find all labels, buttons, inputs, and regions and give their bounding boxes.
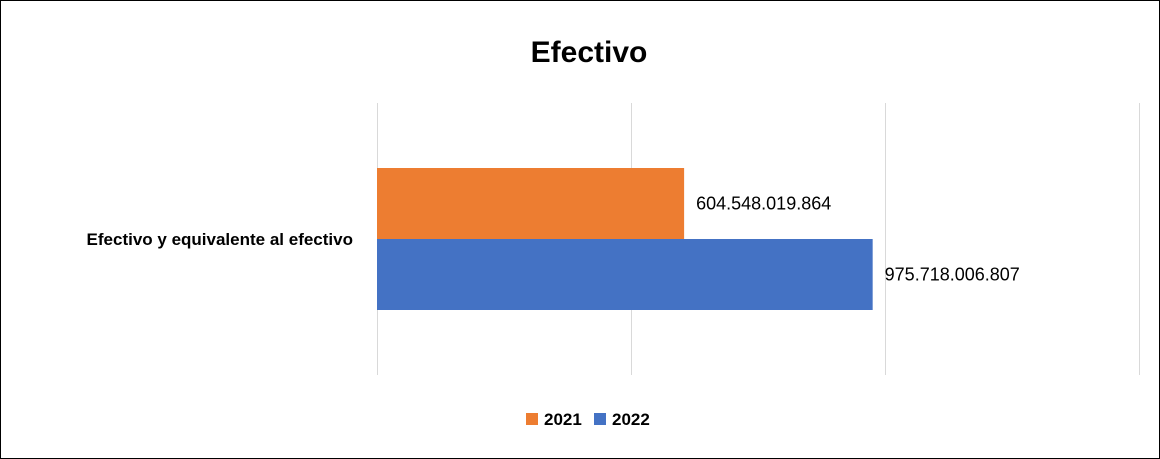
data-label-2022: 975.718.006.807 [885, 265, 1020, 285]
category-labels: Efectivo y equivalente al efectivo [87, 230, 353, 249]
bar-2022 [377, 239, 873, 310]
data-label-2021: 604.548.019.864 [696, 194, 831, 214]
bars [377, 168, 873, 310]
legend-label-2022: 2022 [612, 410, 650, 429]
data-labels: 604.548.019.864 975.718.006.807 [696, 194, 1020, 285]
legend-swatch-2021 [526, 413, 538, 425]
chart-title: Efectivo [531, 36, 648, 69]
legend-label-2021: 2021 [544, 410, 582, 429]
category-label: Efectivo y equivalente al efectivo [87, 230, 353, 249]
bar-2021 [377, 168, 685, 239]
legend: 2021 2022 [526, 410, 650, 429]
legend-swatch-2022 [594, 413, 606, 425]
